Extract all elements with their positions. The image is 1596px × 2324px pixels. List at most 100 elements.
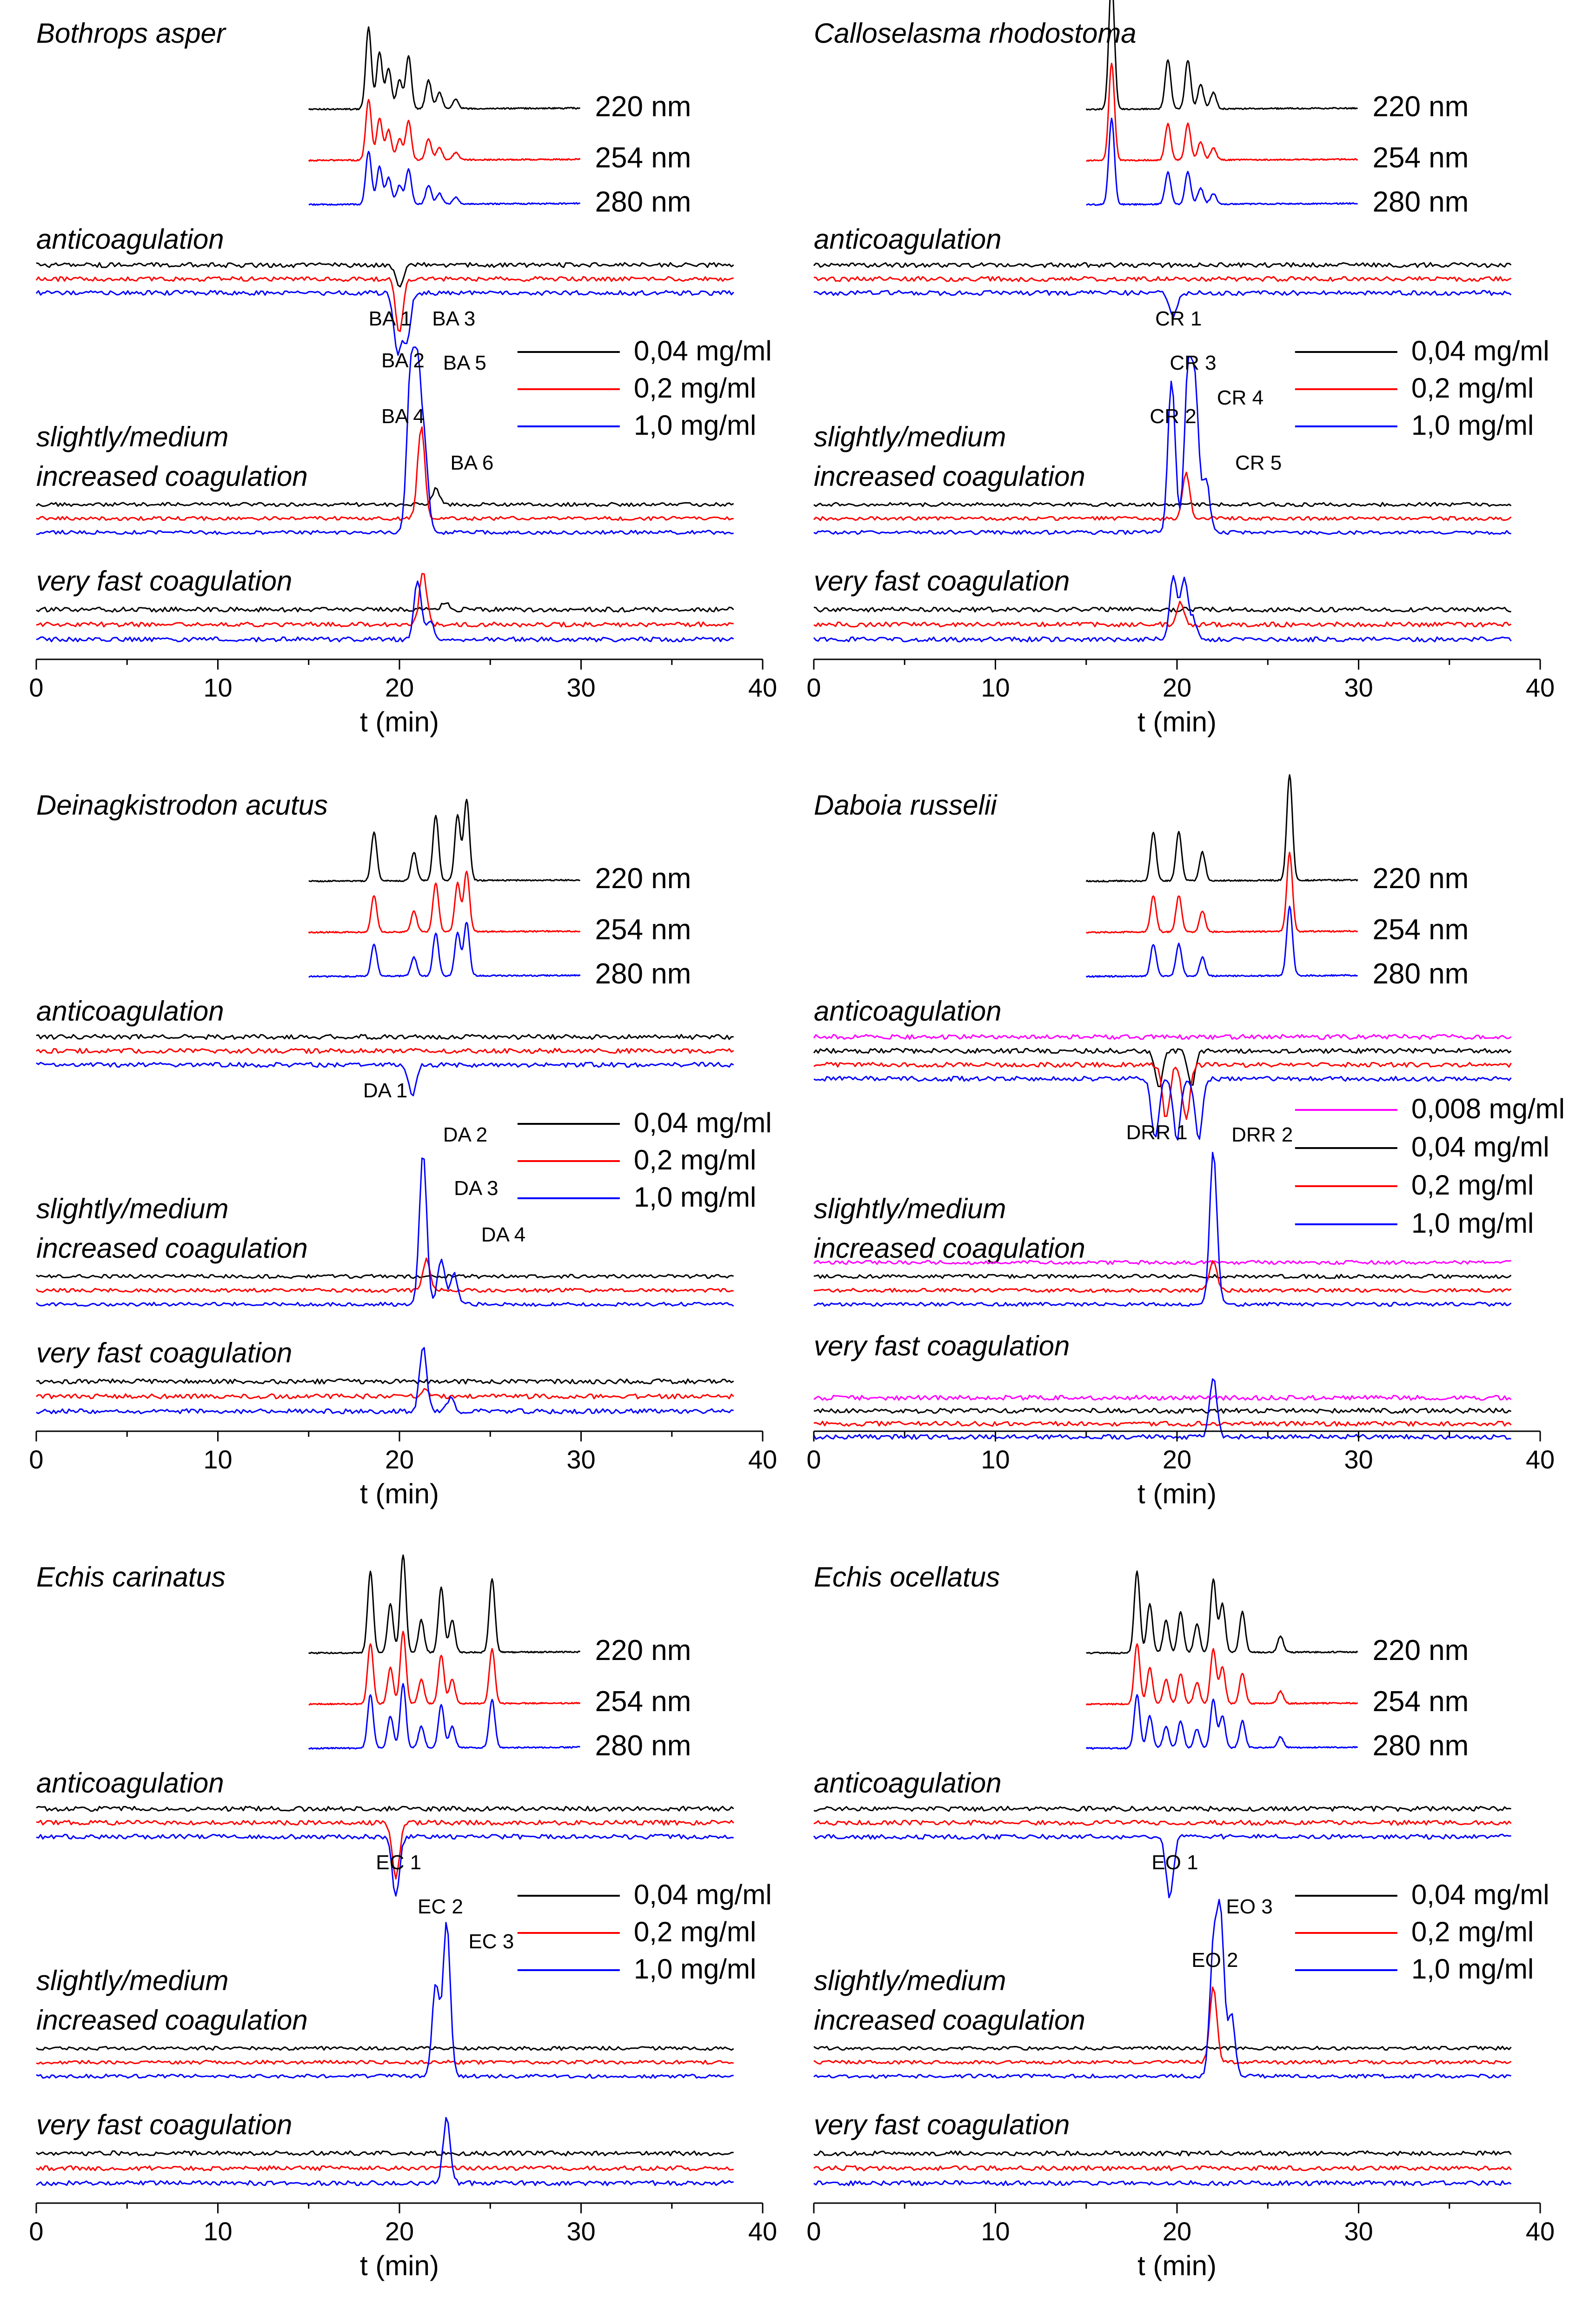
- x-tick-label: 20: [1163, 2217, 1191, 2246]
- wavelength-label: 220 nm: [595, 1634, 692, 1667]
- uv-trace-254nm: [308, 1631, 581, 1706]
- uv-trace-280nm: [1086, 118, 1358, 206]
- fast-coagulation-trace: [813, 1408, 1512, 1414]
- fast-coagulation-trace: [813, 606, 1511, 613]
- species-title: Echis carinatus: [36, 1561, 226, 1593]
- fast-coagulation-trace: [813, 1421, 1512, 1427]
- x-tick-label: 10: [981, 673, 1010, 702]
- x-tick-label: 40: [748, 1445, 777, 1474]
- category-label-anticoagulation: anticoagulation: [814, 996, 1002, 1027]
- peak-label: CR 5: [1235, 452, 1282, 474]
- legend-label: 0,04 mg/ml: [634, 1107, 772, 1138]
- category-label-increased-coagulation: slightly/medium: [36, 421, 228, 452]
- x-tick-label: 40: [748, 673, 777, 702]
- legend-label: 1,0 mg/ml: [634, 410, 756, 441]
- uv-trace-280nm: [308, 922, 581, 978]
- uv-trace-254nm: [308, 99, 581, 162]
- anticoagulation-trace: [36, 1048, 734, 1054]
- peak-label: BA 1: [369, 307, 412, 330]
- x-tick-label: 10: [981, 1445, 1010, 1474]
- peak-label: DRR 1: [1126, 1121, 1188, 1144]
- category-label-anticoagulation: anticoagulation: [814, 1767, 1002, 1799]
- category-label-very-fast-coagulation: very fast coagulation: [36, 1337, 292, 1368]
- x-tick-label: 0: [806, 2217, 821, 2246]
- fast-coagulation-trace: [813, 2150, 1512, 2157]
- x-tick-label: 30: [566, 673, 595, 702]
- anticoagulation-trace: [36, 262, 734, 288]
- coagulation-trace: [36, 346, 734, 535]
- category-label-anticoagulation: anticoagulation: [36, 224, 224, 255]
- uv-trace-220nm: [1085, 0, 1358, 111]
- anticoagulation-trace: [813, 1076, 1512, 1141]
- x-tick-label: 20: [1163, 1445, 1191, 1474]
- x-tick-label: 40: [1526, 2217, 1555, 2246]
- coagulation-trace: [36, 1922, 734, 2079]
- peak-label: EO 2: [1191, 1949, 1238, 1972]
- x-tick-label: 40: [1526, 673, 1555, 702]
- category-label-increased-coagulation: slightly/medium: [814, 421, 1006, 452]
- legend-label: 1,0 mg/ml: [1411, 1953, 1534, 1985]
- anticoagulation-trace: [813, 1833, 1511, 1899]
- wavelength-label: 280 nm: [595, 958, 692, 990]
- anticoagulation-trace: [813, 1062, 1512, 1120]
- category-label-increased-coagulation-line2: increased coagulation: [36, 2005, 308, 2036]
- x-tick-label: 10: [203, 1445, 232, 1474]
- x-tick-label: 20: [385, 1445, 414, 1474]
- wavelength-label: 254 nm: [595, 1686, 692, 1718]
- peak-label: DRR 2: [1231, 1123, 1293, 1146]
- x-tick-label: 0: [29, 2217, 43, 2246]
- coagulation-trace: [813, 1260, 1511, 1265]
- x-tick-label: 30: [566, 1445, 595, 1474]
- fast-coagulation-trace: [813, 2180, 1512, 2186]
- species-title: Calloselasma rhodostoma: [814, 18, 1137, 49]
- fast-coagulation-trace: [36, 580, 734, 643]
- coagulation-trace: [35, 487, 734, 507]
- fast-coagulation-trace: [36, 602, 734, 613]
- wavelength-label: 220 nm: [1373, 863, 1469, 895]
- legend-label: 0,2 mg/ml: [634, 1916, 756, 1947]
- legend-label: 0,04 mg/ml: [1411, 1131, 1549, 1162]
- peak-label: DA 3: [454, 1177, 498, 1200]
- x-axis-label: t (min): [1137, 706, 1217, 737]
- uv-trace-280nm: [308, 1683, 580, 1750]
- x-axis-label: t (min): [1137, 1478, 1217, 1509]
- legend-label: 0,2 mg/ml: [634, 372, 756, 404]
- coagulation-trace: [36, 1274, 734, 1279]
- legend-label: 0,2 mg/ml: [1411, 372, 1534, 404]
- uv-trace-220nm: [308, 1554, 581, 1654]
- legend-label: 1,0 mg/ml: [634, 1953, 756, 1985]
- category-label-increased-coagulation-line2: increased coagulation: [36, 1233, 308, 1264]
- category-label-increased-coagulation: slightly/medium: [36, 1193, 228, 1224]
- uv-trace-254nm: [1085, 851, 1358, 934]
- category-label-very-fast-coagulation: very fast coagulation: [814, 1330, 1070, 1361]
- peak-label: DA 2: [443, 1123, 487, 1146]
- peak-label: EC 2: [418, 1895, 463, 1918]
- peak-label: EC 1: [376, 1851, 421, 1874]
- uv-trace-254nm: [1085, 1643, 1358, 1706]
- uv-trace-220nm: [1085, 774, 1358, 883]
- fast-coagulation-trace: [35, 2150, 734, 2157]
- x-tick-label: 30: [1344, 673, 1373, 702]
- category-label-increased-coagulation: slightly/medium: [814, 1965, 1006, 1996]
- category-label-increased-coagulation: slightly/medium: [814, 1193, 1006, 1224]
- species-title: Deinagkistrodon acutus: [36, 790, 328, 821]
- fast-coagulation-trace: [813, 2165, 1512, 2171]
- category-label-increased-coagulation: slightly/medium: [36, 1965, 228, 1996]
- wavelength-label: 254 nm: [595, 142, 692, 174]
- anticoagulation-trace: [36, 1819, 734, 1880]
- coagulation-trace: [813, 1899, 1511, 2079]
- x-axis-label: t (min): [360, 2250, 439, 2281]
- uv-trace-280nm: [308, 151, 581, 206]
- peak-label: CR 1: [1155, 307, 1202, 330]
- species-title: Daboia russelii: [814, 790, 998, 821]
- peak-label: BA 4: [381, 405, 425, 428]
- x-axis-label: t (min): [360, 706, 439, 737]
- coagulation-trace: [813, 1152, 1512, 1307]
- x-tick-label: 20: [385, 2217, 414, 2246]
- uv-trace-254nm: [1086, 62, 1358, 162]
- x-tick-label: 0: [29, 673, 43, 702]
- wavelength-label: 220 nm: [595, 91, 692, 123]
- category-label-increased-coagulation-line2: increased coagulation: [36, 461, 308, 492]
- uv-trace-280nm: [1085, 1694, 1358, 1750]
- peak-label: DA 1: [363, 1079, 407, 1102]
